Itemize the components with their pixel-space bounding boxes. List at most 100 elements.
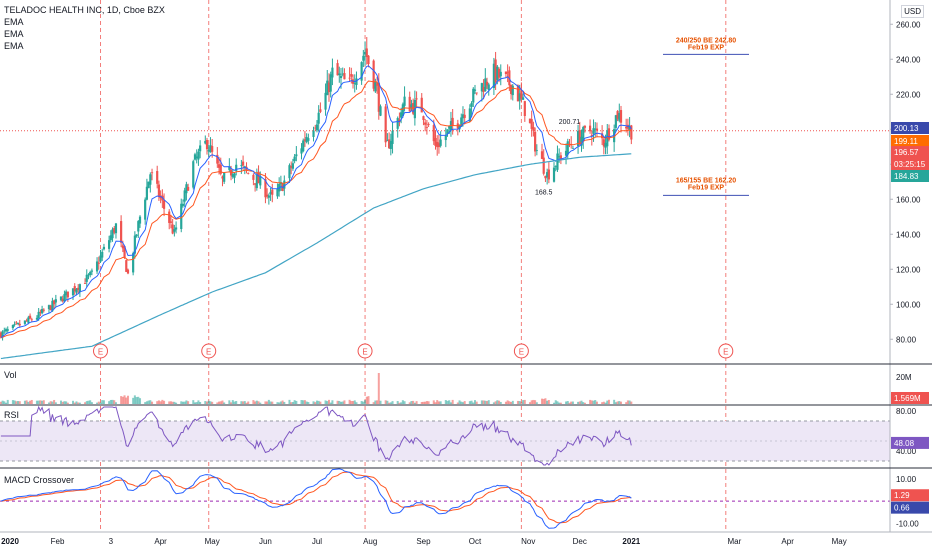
candle-body[interactable] xyxy=(276,188,279,197)
volume-bar[interactable] xyxy=(171,401,174,404)
candle-body[interactable] xyxy=(583,126,587,128)
volume-bar[interactable] xyxy=(77,402,80,404)
candle-body[interactable] xyxy=(353,83,356,84)
volume-bar[interactable] xyxy=(341,401,344,404)
candle-body[interactable] xyxy=(126,269,130,274)
candle-body[interactable] xyxy=(532,126,535,131)
volume-bar[interactable] xyxy=(472,402,475,404)
volume-bar[interactable] xyxy=(374,400,377,404)
volume-bar[interactable] xyxy=(590,400,593,404)
volume-bar[interactable] xyxy=(437,401,440,404)
volume-bar[interactable] xyxy=(185,400,188,404)
volume-bar[interactable] xyxy=(544,398,547,404)
ema-long-price-tag[interactable]: 184.83 xyxy=(894,172,919,181)
candle-body[interactable] xyxy=(39,311,42,313)
candle-body[interactable] xyxy=(472,88,475,103)
volume-bar[interactable] xyxy=(314,402,317,404)
candle-body[interactable] xyxy=(185,184,188,194)
volume-bar[interactable] xyxy=(518,401,521,404)
volume-bar[interactable] xyxy=(319,401,322,404)
candle-body[interactable] xyxy=(530,119,533,129)
candle-body[interactable] xyxy=(199,145,202,152)
volume-bar[interactable] xyxy=(463,401,466,404)
currency-badge[interactable]: USD xyxy=(901,5,924,18)
candle-body[interactable] xyxy=(192,161,195,188)
volume-bar[interactable] xyxy=(240,401,243,404)
volume-bar[interactable] xyxy=(15,401,18,404)
candle-body[interactable] xyxy=(257,171,260,184)
candle-body[interactable] xyxy=(460,117,463,127)
volume-bar[interactable] xyxy=(613,399,616,404)
volume-bar[interactable] xyxy=(228,400,231,404)
ema-legend-2[interactable]: EMA xyxy=(4,29,24,39)
candle-body[interactable] xyxy=(173,229,176,232)
volume-bar[interactable] xyxy=(604,402,607,404)
candle-body[interactable] xyxy=(350,73,353,77)
volume-bar[interactable] xyxy=(484,400,487,404)
candle-body[interactable] xyxy=(604,142,607,148)
volume-bar[interactable] xyxy=(18,401,21,404)
volume-bar[interactable] xyxy=(616,401,619,404)
volume-bar[interactable] xyxy=(583,402,586,404)
candle-body[interactable] xyxy=(315,124,319,131)
candle-body[interactable] xyxy=(618,113,621,121)
candle-body[interactable] xyxy=(73,286,76,292)
candle-body[interactable] xyxy=(102,246,106,250)
volume-bar[interactable] xyxy=(49,401,52,404)
candle-body[interactable] xyxy=(566,141,569,155)
candle-body[interactable] xyxy=(25,320,28,322)
volume-bar[interactable] xyxy=(66,402,69,404)
volume-bar[interactable] xyxy=(327,399,330,404)
volume-bar[interactable] xyxy=(125,397,128,404)
candle-body[interactable] xyxy=(463,114,466,118)
volume-bar[interactable] xyxy=(391,401,394,404)
volume-bar[interactable] xyxy=(460,401,463,404)
candle-body[interactable] xyxy=(588,125,592,132)
volume-bar[interactable] xyxy=(175,402,178,404)
volume-bar[interactable] xyxy=(326,401,329,404)
candle-body[interactable] xyxy=(85,274,88,282)
candle-body[interactable] xyxy=(204,140,207,144)
candle-body[interactable] xyxy=(302,140,305,152)
symbol-title[interactable]: TELADOC HEALTH INC, 1D, Cboe BZX xyxy=(4,5,165,15)
volume-bar[interactable] xyxy=(338,400,341,404)
ema-legend-1[interactable]: EMA xyxy=(4,17,24,27)
volume-bar[interactable] xyxy=(193,402,196,404)
candle-body[interactable] xyxy=(241,161,245,166)
candle-body[interactable] xyxy=(362,55,365,61)
candle-body[interactable] xyxy=(494,59,497,82)
candle-body[interactable] xyxy=(614,115,617,128)
volume-bar[interactable] xyxy=(183,401,186,404)
volume-bar[interactable] xyxy=(578,401,581,404)
volume-bar[interactable] xyxy=(42,400,45,404)
volume-bar[interactable] xyxy=(386,400,389,404)
candle-body[interactable] xyxy=(628,125,631,131)
candle-body[interactable] xyxy=(78,284,81,293)
candle-body[interactable] xyxy=(389,140,392,149)
volume-bar[interactable] xyxy=(580,400,583,404)
volume-bar[interactable] xyxy=(84,402,87,404)
volume-bar[interactable] xyxy=(601,402,604,404)
candle-body[interactable] xyxy=(499,71,502,77)
candle-body[interactable] xyxy=(219,164,222,174)
candle-body[interactable] xyxy=(511,85,514,96)
volume-bar[interactable] xyxy=(168,401,171,404)
candle-body[interactable] xyxy=(197,151,200,160)
candle-body[interactable] xyxy=(348,77,351,79)
volume-bar[interactable] xyxy=(451,399,454,404)
candle-body[interactable] xyxy=(312,130,315,137)
volume-bar[interactable] xyxy=(13,400,16,404)
ema-legend-3[interactable]: EMA xyxy=(4,41,24,51)
candle-body[interactable] xyxy=(61,298,64,302)
volume-bar[interactable] xyxy=(300,400,303,404)
volume-bar[interactable] xyxy=(449,402,452,404)
candle-body[interactable] xyxy=(487,84,490,91)
volume-bar[interactable] xyxy=(350,400,353,404)
candle-body[interactable] xyxy=(157,184,161,198)
volume-bar[interactable] xyxy=(556,401,559,404)
candle-body[interactable] xyxy=(147,181,150,189)
volume-bar[interactable] xyxy=(102,400,105,404)
candle-body[interactable] xyxy=(403,96,406,106)
volume-bar[interactable] xyxy=(23,400,26,404)
volume-bar[interactable] xyxy=(230,402,233,404)
